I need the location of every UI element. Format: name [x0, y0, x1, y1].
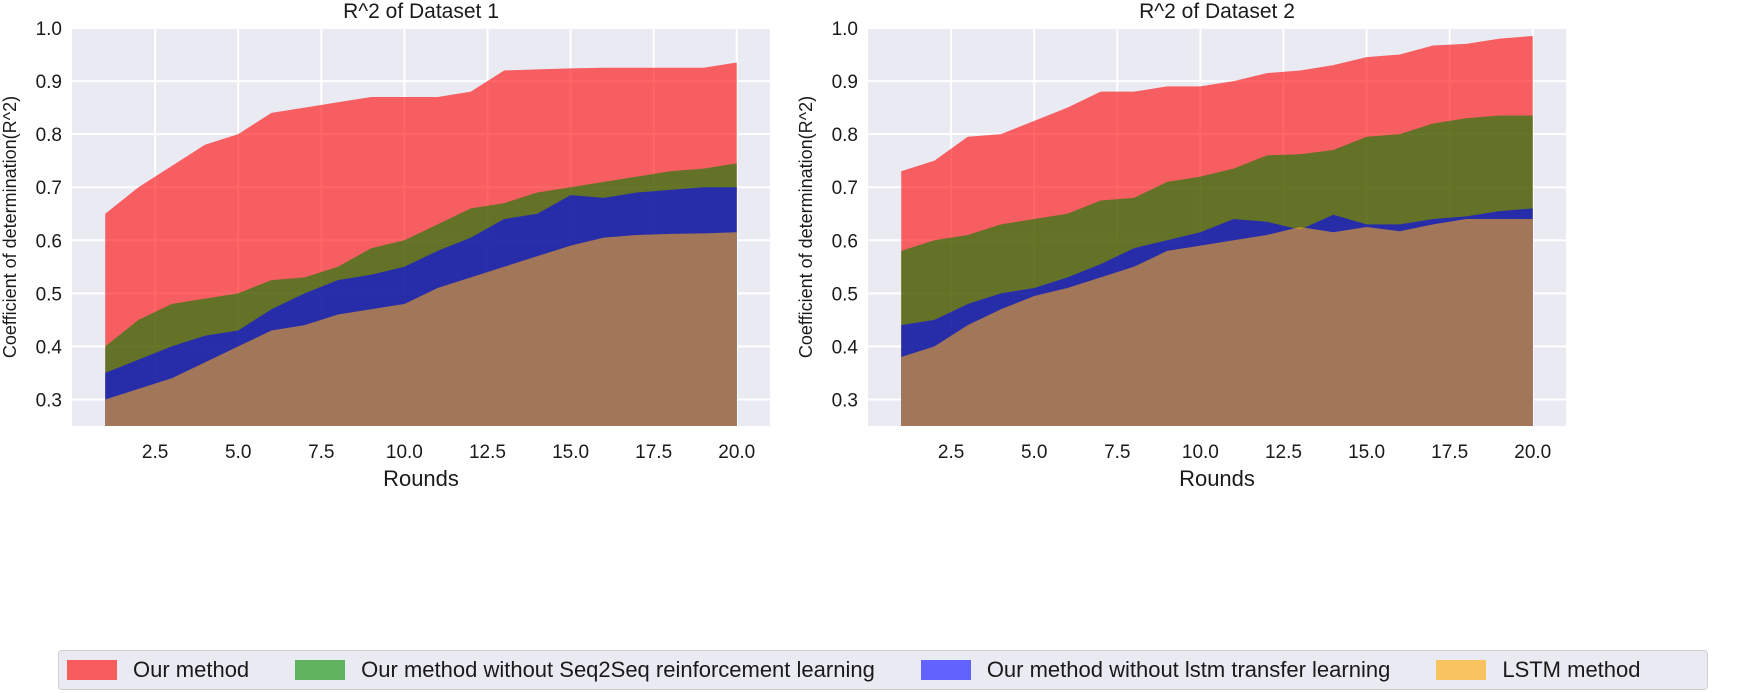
x-tick-label: 5.0	[225, 442, 251, 463]
y-tick-label: 0.4	[832, 337, 859, 358]
x-tick-label: 15.0	[552, 442, 589, 463]
y-tick-label: 0.7	[832, 178, 858, 199]
chart-panel-1: 2.5 5.0 7.5 10.0 12.5 15.0 17.5 20.0 0.3 0.4 0.5 0.…	[0, 0, 770, 491]
x-tick-label: 15.0	[1348, 442, 1385, 463]
y-tick-label: 0.5	[832, 284, 858, 305]
y-tick-label: 0.5	[36, 284, 62, 305]
y-tick-label: 0.9	[832, 72, 858, 93]
x-tick-label: 10.0	[386, 442, 423, 463]
x-tick-label: 7.5	[308, 442, 334, 463]
x-axis-label: Rounds	[1179, 466, 1255, 491]
legend: Our method Our method without Seq2Seq re…	[58, 650, 1708, 690]
y-tick-label: 0.8	[36, 125, 62, 146]
legend-swatch-our-method	[67, 660, 117, 680]
x-tick-label: 17.5	[635, 442, 672, 463]
x-tick-label: 2.5	[938, 442, 964, 463]
y-tick-label: 1.0	[832, 19, 858, 40]
x-tick-label: 20.0	[1514, 442, 1551, 463]
y-tick-label: 0.3	[832, 390, 858, 411]
y-tick-label: 1.0	[36, 19, 62, 40]
legend-item-no-seq2seq: Our method without Seq2Seq reinforcement…	[295, 657, 875, 683]
legend-item-no-lstm-transfer: Our method without lstm transfer learnin…	[920, 657, 1391, 683]
legend-label: Our method without lstm transfer learnin…	[986, 657, 1391, 682]
chart-title: R^2 of Dataset 2	[1139, 0, 1295, 23]
x-tick-label: 2.5	[142, 442, 168, 463]
legend-swatch-no-lstm-transfer	[920, 660, 971, 680]
area-lstm-method	[901, 219, 1533, 426]
x-tick-label: 10.0	[1182, 442, 1219, 463]
x-tick-label: 20.0	[718, 442, 755, 463]
y-axis-label: Coefficient of determination(R^2)	[796, 96, 816, 358]
legend-swatch-no-seq2seq	[295, 660, 346, 680]
y-tick-label: 0.6	[832, 231, 858, 252]
x-tick-label: 12.5	[469, 442, 506, 463]
y-tick-label: 0.9	[36, 72, 62, 93]
x-tick-label: 5.0	[1021, 442, 1047, 463]
legend-label: Our method	[133, 657, 250, 682]
y-axis-label: Coefficient of determination(R^2)	[0, 96, 20, 358]
y-tick-label: 0.6	[36, 231, 62, 252]
y-tick-label: 0.3	[36, 390, 62, 411]
y-tick-label: 0.8	[832, 125, 858, 146]
legend-item-our-method: Our method	[67, 657, 249, 683]
x-tick-label: 7.5	[1104, 442, 1130, 463]
chart-panel-2: 2.5 5.0 7.5 10.0 12.5 15.0 17.5 20.0 0.3 0.4 0.5 0.…	[796, 0, 1566, 491]
area-lstm-method	[105, 232, 737, 426]
legend-swatch-lstm-method	[1436, 660, 1487, 680]
y-tick-label: 0.4	[36, 337, 63, 358]
x-tick-label: 12.5	[1265, 442, 1302, 463]
legend-label: LSTM method	[1502, 657, 1641, 682]
x-axis-label: Rounds	[383, 466, 459, 491]
y-tick-label: 0.7	[36, 178, 62, 199]
chart-title: R^2 of Dataset 1	[343, 0, 499, 23]
legend-item-lstm-method: LSTM method	[1436, 657, 1641, 683]
x-tick-label: 17.5	[1431, 442, 1468, 463]
legend-label: Our method without Seq2Seq reinforcement…	[361, 657, 875, 682]
